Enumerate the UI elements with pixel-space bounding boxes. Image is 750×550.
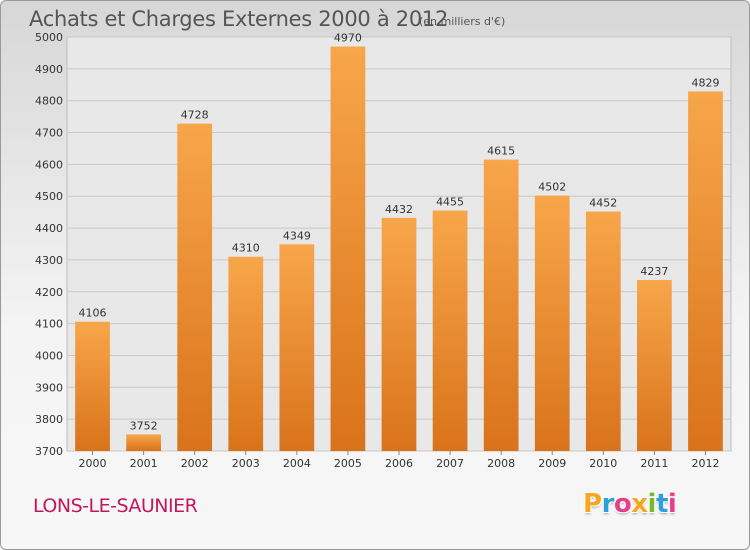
bar (279, 244, 315, 451)
x-tick-label: 2000 (79, 457, 107, 470)
bar (688, 91, 723, 452)
chart-title: Achats et Charges Externes 2000 à 2012 (29, 7, 449, 31)
y-tick-label: 4300 (35, 254, 63, 267)
y-tick-label: 4600 (35, 158, 63, 171)
y-tick-label: 4800 (35, 95, 63, 108)
bar-value-label: 4970 (334, 32, 362, 45)
x-tick-label: 2006 (385, 457, 413, 470)
bar (483, 159, 519, 451)
bar (381, 217, 417, 451)
x-tick-label: 2003 (232, 457, 260, 470)
bar (330, 46, 366, 452)
bar-value-label: 4728 (181, 109, 209, 122)
x-tick-label: 2008 (487, 457, 515, 470)
y-tick-label: 4000 (35, 349, 63, 362)
x-tick-label: 2010 (589, 457, 617, 470)
y-tick-label: 4500 (35, 190, 63, 203)
bar-value-label: 4310 (232, 242, 260, 255)
bar-value-label: 3752 (130, 419, 158, 432)
bar (126, 434, 161, 451)
x-tick-label: 2005 (334, 457, 362, 470)
chart-subtitle: (en milliers d'€) (419, 15, 506, 28)
bar-value-label: 4455 (436, 196, 464, 209)
x-tick-label: 2002 (181, 457, 209, 470)
logo-letter: P (583, 489, 602, 519)
bar-value-label: 4106 (79, 307, 107, 320)
y-tick-label: 3800 (35, 413, 63, 426)
logo-letter: r (601, 489, 615, 519)
bar (585, 211, 621, 451)
x-tick-label: 2009 (538, 457, 566, 470)
logo-letter: x (631, 489, 648, 519)
bar (228, 256, 264, 451)
y-tick-label: 4100 (35, 318, 63, 331)
bar-value-label: 4432 (385, 203, 413, 216)
bar-value-label: 4349 (283, 229, 311, 242)
y-tick-label: 5000 (35, 31, 63, 44)
city-name: LONS-LE-SAUNIER (33, 495, 198, 517)
x-tick-label: 2011 (640, 457, 668, 470)
x-tick-label: 2004 (283, 457, 311, 470)
logo-letter: i (647, 489, 657, 519)
x-tick-label: 2012 (691, 457, 719, 470)
x-tick-label: 2007 (436, 457, 464, 470)
bar-value-label: 4615 (487, 145, 515, 158)
logo-letter: t (655, 489, 668, 519)
y-tick-label: 4700 (35, 127, 63, 140)
y-tick-label: 3700 (35, 445, 63, 458)
bar (177, 123, 213, 452)
bar-value-label: 4452 (589, 197, 617, 210)
bar-value-label: 4502 (538, 181, 566, 194)
x-tick-label: 2001 (130, 457, 158, 470)
bar (432, 210, 468, 451)
bar-value-label: 4237 (640, 265, 668, 278)
y-tick-label: 4400 (35, 222, 63, 235)
plot-area: 4106 3752 4728 4310 4349 4970 4432 4455 4615 4502… (66, 32, 732, 452)
bar (637, 279, 672, 451)
y-tick-label: 4900 (35, 63, 63, 76)
bar-value-label: 4829 (691, 76, 719, 89)
logo-letter: o (613, 489, 632, 519)
bar (75, 321, 110, 451)
bar (534, 195, 570, 451)
y-tick-label: 3900 (35, 381, 63, 394)
proxiti-logo: Proxiti (583, 489, 677, 519)
logo-letter: i (667, 489, 677, 519)
y-tick-label: 4200 (35, 286, 63, 299)
